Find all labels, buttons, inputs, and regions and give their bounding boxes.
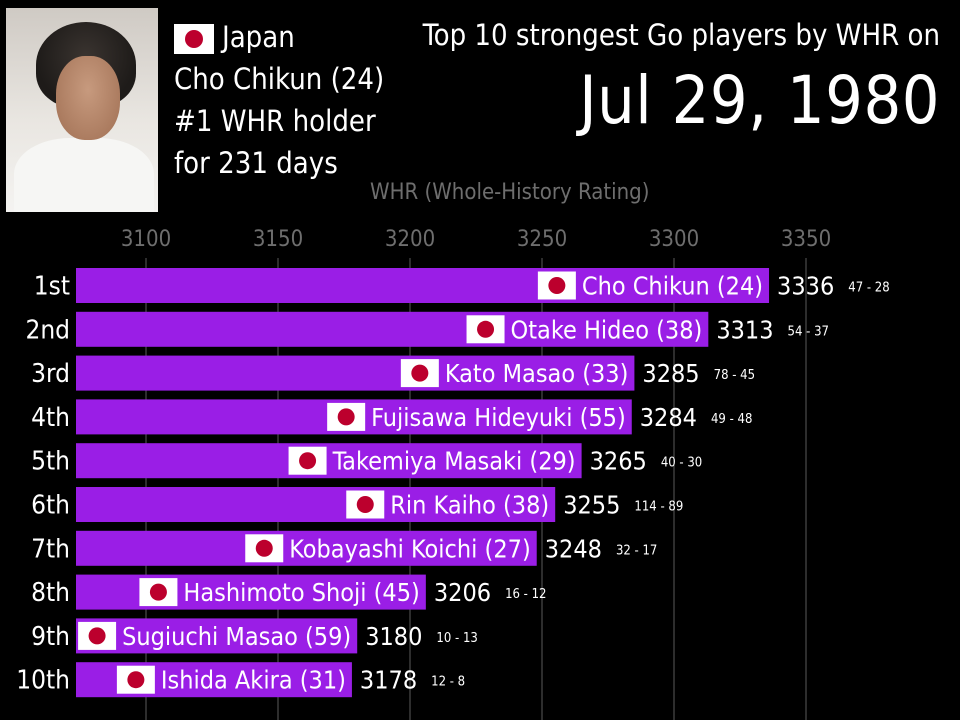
- rank-label-7: 7th: [31, 534, 70, 564]
- value-label-1: 3336: [777, 272, 834, 301]
- japan-flag-dot: [127, 671, 145, 689]
- japan-flag-dot: [88, 627, 106, 645]
- japan-flag-dot: [548, 277, 566, 294]
- x-tick-label-3300: 3300: [649, 227, 699, 252]
- record-label-4: 49 - 48: [711, 412, 752, 427]
- japan-flag-dot: [356, 496, 374, 513]
- bar-7: [76, 530, 537, 566]
- record-label-9: 10 - 13: [436, 631, 477, 646]
- record-label-10: 12 - 8: [431, 675, 465, 690]
- japan-flag-icon: [174, 24, 214, 54]
- leader-name: Cho Chikun (24): [174, 62, 385, 96]
- player-name-label-3: Kato Masao (33): [445, 359, 629, 388]
- rank-label-8: 8th: [31, 578, 70, 608]
- player-name-label-7: Kobayashi Koichi (27): [289, 534, 530, 563]
- record-label-2: 54 - 37: [788, 324, 829, 339]
- rank-label-10: 10th: [16, 666, 70, 696]
- country-name: Japan: [222, 20, 295, 54]
- player-name-label-8: Hashimoto Shoji (45): [183, 578, 419, 607]
- record-label-5: 40 - 30: [661, 456, 702, 471]
- player-photo: [6, 8, 158, 212]
- record-label-6: 114 - 89: [634, 500, 683, 515]
- record-label-8: 16 - 12: [505, 587, 546, 602]
- value-label-7: 3248: [545, 534, 602, 563]
- japan-flag-dot: [477, 320, 495, 338]
- country-line: Japan: [174, 16, 384, 58]
- japan-flag-dot: [337, 408, 355, 426]
- holder-days: for 231 days: [174, 146, 338, 180]
- japan-flag-dot: [255, 539, 273, 557]
- value-label-3: 3285: [642, 359, 699, 388]
- japan-flag-dot: [299, 452, 317, 470]
- value-label-9: 3180: [365, 622, 422, 651]
- x-tick-label-3200: 3200: [385, 227, 435, 252]
- leader-info: Japan Cho Chikun (24) #1 WHR holder for …: [174, 16, 384, 184]
- bar-5: [76, 443, 582, 479]
- bar-8: [76, 574, 426, 610]
- value-label-10: 3178: [360, 666, 417, 695]
- chart-title: Top 10 strongest Go players by WHR on: [422, 18, 940, 52]
- rank-label-3: 3rd: [31, 359, 70, 389]
- rank-label-4: 4th: [31, 403, 70, 433]
- japan-flag-dot: [149, 583, 167, 601]
- player-name-label-10: Ishida Akira (31): [161, 666, 346, 695]
- player-name-label-2: Otake Hideo (38): [511, 315, 703, 344]
- player-name-label-1: Cho Chikun (24): [582, 272, 763, 301]
- x-tick-label-3250: 3250: [517, 227, 567, 252]
- rank-label-9: 9th: [31, 622, 70, 652]
- player-name-label-4: Fujisawa Hideyuki (55): [371, 403, 626, 432]
- value-label-8: 3206: [434, 578, 491, 607]
- bar-2: [76, 311, 709, 347]
- record-label-7: 32 - 17: [616, 543, 657, 558]
- x-tick-label-3350: 3350: [781, 227, 831, 252]
- player-name-label-5: Takemiya Masaki (29): [332, 447, 576, 476]
- x-axis-label: WHR (Whole-History Rating): [370, 180, 650, 205]
- value-label-4: 3284: [640, 403, 697, 432]
- rank-label-5: 5th: [31, 447, 70, 477]
- bar-1: [76, 268, 770, 303]
- bar-6: [76, 487, 556, 522]
- japan-flag-dot: [411, 364, 429, 382]
- value-label-2: 3313: [716, 315, 773, 344]
- record-label-1: 47 - 28: [848, 281, 889, 296]
- rank-label-2: 2nd: [25, 315, 70, 345]
- rank-label-6: 6th: [31, 491, 70, 521]
- value-label-5: 3265: [590, 447, 647, 476]
- rank-label-1: 1st: [34, 272, 70, 302]
- bar-9: [76, 618, 358, 654]
- bar-3: [76, 355, 635, 391]
- holder-label: #1 WHR holder: [174, 104, 376, 138]
- player-name-label-9: Sugiuchi Masao (59): [122, 622, 351, 651]
- value-label-6: 3255: [563, 491, 620, 520]
- current-date: Jul 29, 1980: [579, 62, 940, 139]
- x-tick-label-3150: 3150: [253, 227, 303, 252]
- player-name-label-6: Rin Kaiho (38): [390, 491, 549, 520]
- x-tick-label-3100: 3100: [121, 227, 171, 252]
- record-label-3: 78 - 45: [714, 368, 755, 383]
